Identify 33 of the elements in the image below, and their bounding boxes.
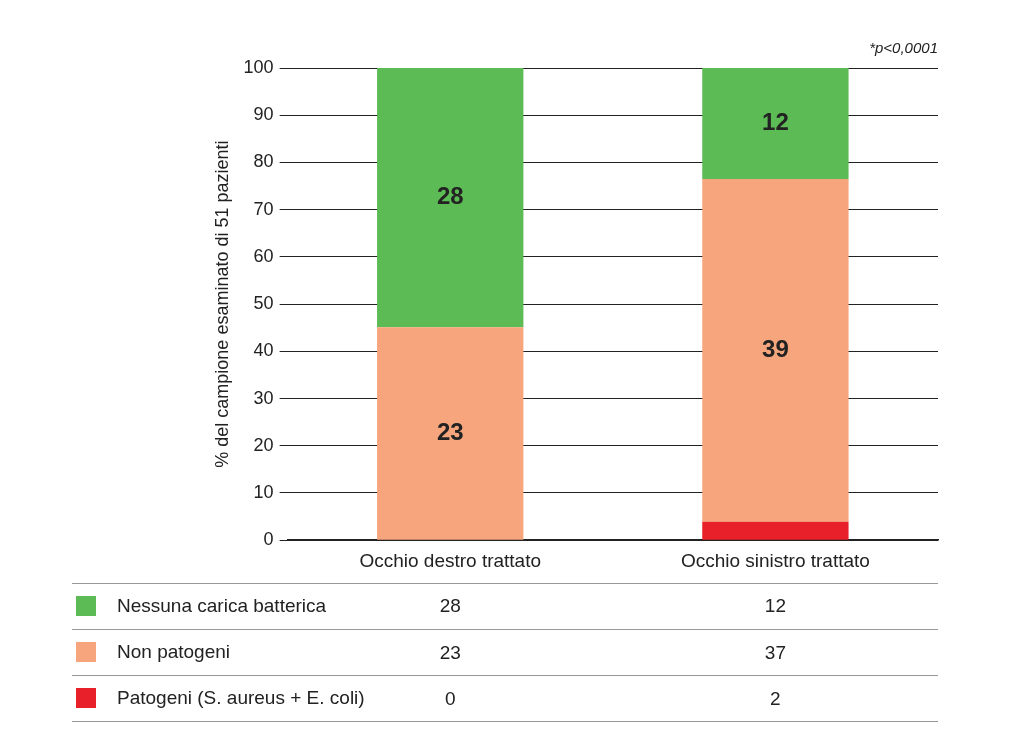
bar bbox=[702, 178, 849, 522]
annotation: 23 bbox=[436, 418, 464, 446]
y-tick-label: 0 bbox=[263, 529, 274, 550]
legend-label: Non patogeni bbox=[117, 641, 231, 663]
bar bbox=[377, 327, 524, 540]
bar bbox=[377, 68, 524, 328]
y-tick-label: 30 bbox=[253, 387, 274, 408]
y-tick-label: 10 bbox=[253, 481, 274, 502]
legend-label: Patogeni (S. aureus + E. coli) bbox=[117, 687, 365, 709]
text: 2 bbox=[769, 688, 782, 710]
y-tick-label: 20 bbox=[253, 434, 274, 455]
annotation: 28 bbox=[436, 182, 464, 210]
text: 0 bbox=[443, 688, 457, 710]
y-tick-label: 90 bbox=[253, 104, 274, 125]
y-tick-label: 70 bbox=[253, 198, 274, 219]
bar bbox=[702, 68, 849, 179]
text: 12 bbox=[763, 595, 787, 617]
y-tick-label: 60 bbox=[253, 245, 274, 266]
annotation: 12 bbox=[762, 108, 789, 136]
text: 28 bbox=[438, 595, 462, 617]
y-tick-label: 100 bbox=[243, 56, 274, 77]
y-tick-label: 50 bbox=[253, 293, 274, 314]
legend-label: Nessuna carica batterica bbox=[117, 595, 327, 617]
y-tick-label: 40 bbox=[253, 340, 274, 361]
text: 37 bbox=[763, 641, 787, 664]
annotation: 39 bbox=[762, 335, 789, 362]
text: *p<0,0001 bbox=[869, 38, 938, 56]
y-tick-label: 80 bbox=[253, 151, 274, 172]
x-tick-label: Occhio destro trattato bbox=[359, 549, 542, 571]
bar bbox=[702, 521, 849, 540]
text: 23 bbox=[438, 641, 462, 664]
x-tick-label: Occhio sinistro trattato bbox=[680, 549, 870, 571]
y-axis-title: % del campione esaminato di 51 pazienti bbox=[211, 140, 232, 468]
